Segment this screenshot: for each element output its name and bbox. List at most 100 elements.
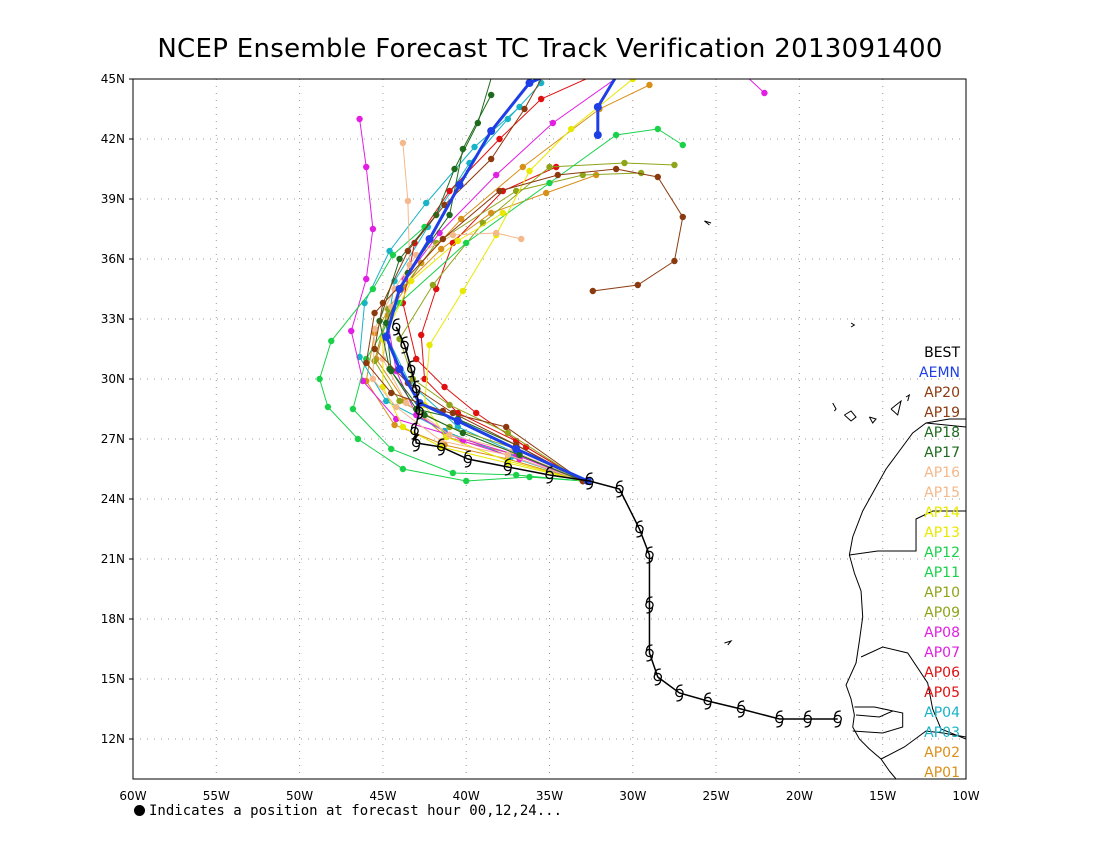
track-point [356,115,363,123]
lat-label: 15N [101,672,125,686]
lat-label: 33N [101,312,125,326]
legend-entry-ap04: AP04 [924,705,960,721]
legend-entry-ap18: AP18 [924,425,960,441]
storm-eye [436,442,446,452]
track-point [487,209,495,217]
track-point [363,275,370,283]
storm-arm [645,546,653,554]
track-point [526,167,533,175]
hurricane-symbol-icon [411,380,421,398]
legend-entry-ap17: AP17 [924,445,960,461]
track-point [383,319,390,327]
storm-arm [834,710,841,718]
legend-entry-best: BEST [924,345,960,361]
position-dot-icon [134,805,145,816]
coastline [704,220,966,779]
track-point [446,211,453,219]
track-point [354,435,362,443]
storm-arm [401,346,409,354]
track-point [361,299,368,307]
track-point [399,423,407,431]
track-point [671,161,678,169]
track-point [512,471,520,479]
storm-arm [804,710,811,718]
legend-entry-ap10: AP10 [924,585,960,601]
track-point [525,79,534,87]
storm-eye [585,476,594,486]
track-point [436,229,443,237]
track-point [492,229,500,237]
track-point [593,103,602,111]
hurricane-symbol-icon [653,668,663,686]
legend-entry-ap11: AP11 [924,565,960,581]
track-point [449,469,457,477]
track-point [379,299,387,307]
track-point [451,165,458,173]
track-point [441,383,448,391]
track-point [542,189,550,197]
track-point [349,405,357,413]
lat-label: 42N [101,132,125,146]
hurricane-symbol-icon [411,434,421,452]
track-point [404,247,412,255]
track-point [389,251,397,259]
lon-label: 25W [703,789,730,803]
track-point [328,337,335,345]
track-point [429,281,437,289]
storm-arm [737,700,745,708]
storm-arm [646,606,654,614]
legend-entry-ap19: AP19 [924,405,960,421]
track-point [472,409,480,417]
track-point [621,159,628,167]
legend-entry-ap05: AP05 [924,685,960,701]
storm-eye [406,364,416,374]
country-border [856,710,893,718]
island [844,410,857,422]
footnote-text: Indicates a position at forecast hour 00… [149,803,563,819]
track-point [446,431,453,439]
lon-label: 55W [203,789,230,803]
track-line [402,79,588,482]
coastline-west-africa [845,418,966,779]
track-point [453,417,462,425]
storm-arm [437,438,445,446]
storm-eye [675,688,684,698]
storm-eye [833,714,842,724]
track-point [679,213,686,221]
storm-eye [411,384,421,394]
legend-entry-aemn: AEMN [919,365,960,381]
hurricane-symbol-icon [400,336,409,354]
storm-arm [410,422,418,430]
track-point [379,355,387,363]
storm-eye [653,672,663,682]
storm-eye [635,524,644,534]
track-point [363,359,370,367]
hurricane-symbol-icon [736,700,746,718]
hurricane-symbol-icon [391,318,401,336]
legend-entry-ap09: AP09 [924,605,960,621]
track-point [487,155,495,163]
track-point [615,67,623,75]
track-ap09 [396,159,678,485]
hurricane-symbol-icon [410,422,419,440]
track-point [634,281,641,289]
track-point [526,473,533,481]
island [905,393,911,402]
track-point [388,445,395,453]
legend-entry-ap13: AP13 [924,525,960,541]
storm-eye [411,438,421,448]
map-title: NCEP Ensemble Forecast TC Track Verifica… [157,34,943,64]
storm-arm [646,654,654,662]
storm-arm [775,710,783,718]
track-point [426,341,433,349]
storm-eye [645,600,654,610]
track-point [521,105,528,113]
longitude-labels: 60W 55W 50W 45W 40W 35W 30W 25W 20W 15W 10W [119,789,979,803]
hurricane-symbol-icon [436,438,446,456]
lat-label: 27N [101,432,125,446]
track-point [496,187,503,195]
storm-arm [412,434,420,442]
track-point [388,389,395,397]
track-point [371,309,378,317]
